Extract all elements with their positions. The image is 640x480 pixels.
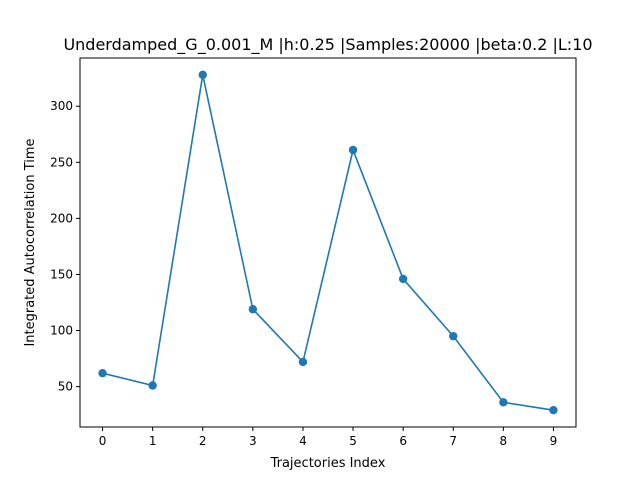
data-point <box>398 274 408 284</box>
x-tick-label: 2 <box>199 434 207 448</box>
x-tick-label: 0 <box>99 434 107 448</box>
x-tick-label: 9 <box>550 434 558 448</box>
data-point <box>198 70 207 80</box>
data-point <box>549 405 558 415</box>
y-tick-label: 300 <box>50 99 73 113</box>
y-tick-label: 250 <box>50 155 73 169</box>
x-tick-label: 3 <box>249 434 257 448</box>
data-point <box>348 145 358 155</box>
data-point <box>298 357 308 367</box>
data-point <box>499 398 508 407</box>
x-tick-label: 6 <box>399 434 407 448</box>
data-point <box>248 305 258 314</box>
x-tick-label: 1 <box>149 434 157 448</box>
x-tick-label: 4 <box>299 434 307 448</box>
axes-frame <box>79 57 577 428</box>
y-axis-label: Integrated Autocorrelation Time <box>23 138 38 346</box>
x-tick-label: 5 <box>349 434 357 448</box>
x-tick-label: 8 <box>500 434 508 448</box>
y-tick-label: 200 <box>50 211 73 225</box>
chart-title: Underdamped_G_0.001_M |h:0.25 |Samples:2… <box>63 35 592 55</box>
data-point <box>449 331 458 341</box>
y-tick-label: 100 <box>50 324 73 338</box>
data-point <box>98 368 107 378</box>
x-tick-label: 7 <box>449 434 457 448</box>
x-axis-label: Trajectories Index <box>270 456 386 471</box>
y-tick-label: 150 <box>50 267 73 281</box>
series-line <box>102 74 554 411</box>
data-point <box>148 381 157 390</box>
y-tick-label: 50 <box>58 380 73 394</box>
plot-area: 0 1 2 3 4 5 6 7 8 9 50 100 150 200 250 300 <box>50 70 558 448</box>
